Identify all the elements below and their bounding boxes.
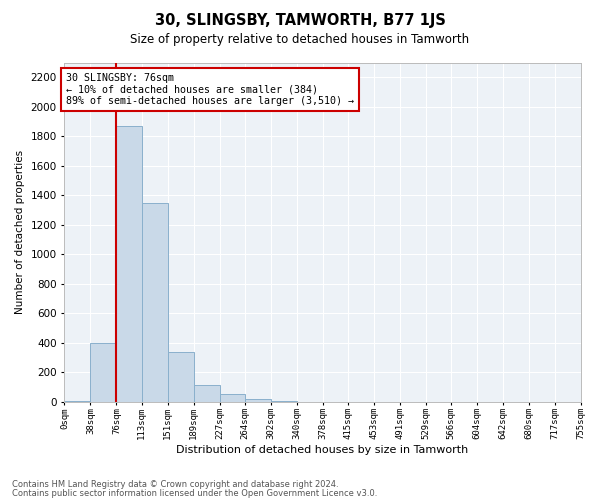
Bar xyxy=(245,398,271,402)
Bar xyxy=(167,352,194,402)
Bar xyxy=(220,394,245,402)
Bar xyxy=(116,126,142,402)
Bar xyxy=(64,401,91,402)
X-axis label: Distribution of detached houses by size in Tamworth: Distribution of detached houses by size … xyxy=(176,445,469,455)
Text: Size of property relative to detached houses in Tamworth: Size of property relative to detached ho… xyxy=(130,32,470,46)
Bar xyxy=(194,386,220,402)
Text: 30, SLINGSBY, TAMWORTH, B77 1JS: 30, SLINGSBY, TAMWORTH, B77 1JS xyxy=(155,12,445,28)
Text: 30 SLINGSBY: 76sqm
← 10% of detached houses are smaller (384)
89% of semi-detach: 30 SLINGSBY: 76sqm ← 10% of detached hou… xyxy=(66,73,354,106)
Y-axis label: Number of detached properties: Number of detached properties xyxy=(15,150,25,314)
Bar xyxy=(91,342,116,402)
Bar xyxy=(142,202,167,402)
Text: Contains public sector information licensed under the Open Government Licence v3: Contains public sector information licen… xyxy=(12,488,377,498)
Bar xyxy=(271,401,297,402)
Text: Contains HM Land Registry data © Crown copyright and database right 2024.: Contains HM Land Registry data © Crown c… xyxy=(12,480,338,489)
